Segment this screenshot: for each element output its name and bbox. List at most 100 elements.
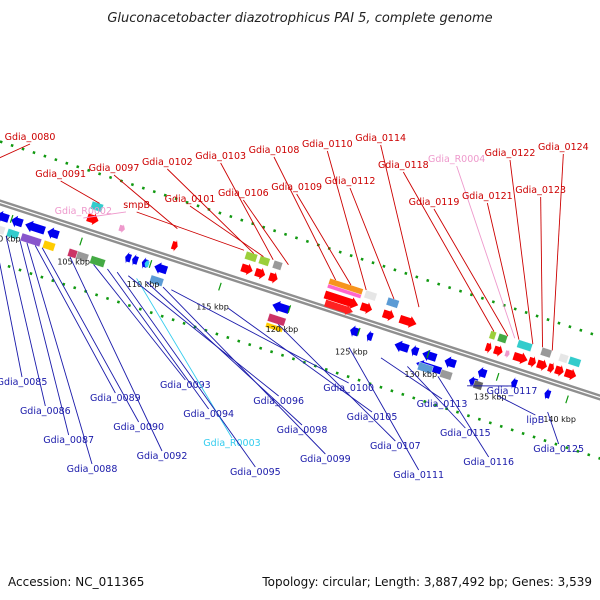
reverse-gene — [0, 211, 10, 223]
cog-box — [439, 368, 454, 381]
cog-box — [19, 232, 43, 248]
reverse-gene — [154, 262, 169, 275]
gene-label: Gdia_0087 — [43, 435, 94, 446]
cog-box — [89, 255, 107, 268]
scale-tick-label: 105 kbp — [57, 257, 90, 266]
genome-summary-text: Topology: circular; Length: 3,887,492 bp… — [261, 575, 592, 589]
scale-tick-mark — [495, 372, 500, 381]
callout-leader — [127, 275, 279, 397]
reverse-gene — [350, 325, 360, 337]
gene-label: Gdia_0110 — [302, 139, 353, 150]
reverse-gene — [511, 377, 518, 389]
dotted-ring — [0, 262, 600, 460]
gene-label: Gdia_0085 — [0, 377, 47, 388]
cog-box — [264, 322, 284, 333]
forward-gene — [493, 345, 503, 357]
cog-box — [539, 347, 553, 359]
callout-leader — [5, 235, 46, 407]
rna-gene — [118, 224, 125, 233]
scale-tick-label: 135 kbp — [474, 393, 507, 402]
callout-leader — [242, 199, 289, 265]
cog-box — [41, 239, 57, 252]
gene-label: Gdia_0091 — [35, 169, 86, 180]
gene-label: Gdia_R0004 — [428, 154, 485, 165]
callout-leader — [136, 211, 245, 251]
reverse-gene — [11, 215, 24, 228]
gene-label: Gdia_0101 — [165, 194, 216, 205]
forward-gene — [512, 351, 528, 364]
gene-label: Gdia_0123 — [515, 185, 566, 196]
forward-gene — [254, 267, 266, 280]
reverse-gene — [477, 366, 488, 379]
callout-leader — [348, 347, 420, 471]
forward-gene — [398, 314, 417, 328]
cog-box — [416, 361, 434, 375]
callout-leader — [509, 159, 534, 345]
gene-label: Gdia_0093 — [160, 380, 211, 391]
callout-leader — [433, 208, 509, 337]
cog-box — [385, 296, 400, 309]
reverse-gene — [422, 349, 438, 362]
cog-box — [148, 274, 165, 287]
scale-tick-label: 110 kbp — [127, 280, 160, 289]
forward-gene — [240, 263, 253, 276]
reverse-gene — [411, 345, 420, 357]
callout-leader — [162, 286, 326, 455]
gene-label: Gdia_0106 — [218, 188, 269, 199]
gene-label: Gdia_0125 — [533, 444, 584, 455]
callout-leader — [437, 376, 490, 458]
gene-label: Gdia_R0003 — [203, 438, 260, 449]
gene-label: Gdia_0124 — [538, 142, 589, 153]
gene-label: Gdia_0100 — [323, 383, 374, 394]
gene-label: Gdia_0119 — [409, 197, 460, 208]
forward-gene — [323, 290, 359, 309]
scale-tick-mark — [218, 282, 222, 291]
gene-label: Gdia_0097 — [89, 163, 140, 174]
forward-gene — [324, 299, 353, 315]
callout-leader — [497, 395, 536, 416]
callout-leader — [296, 193, 352, 286]
scale-tick-label: 140 kbp — [543, 415, 576, 424]
cog-box — [363, 289, 378, 302]
cog-box — [244, 250, 259, 263]
scale-tick-label: 120 kbp — [266, 325, 299, 334]
rna-gene — [504, 349, 510, 359]
reverse-gene — [544, 388, 552, 400]
callout-leader — [113, 174, 178, 229]
callout-leader — [349, 187, 395, 300]
gene-label: Gdia_0102 — [142, 157, 193, 168]
gene-label: Gdia_0112 — [325, 176, 376, 187]
accession-text: Accession: NC_011365 — [8, 575, 144, 589]
scale-tick-mark — [356, 327, 361, 336]
gene-label: Gdia_0092 — [137, 451, 188, 462]
callout-leader — [116, 271, 256, 468]
callout-leader — [167, 168, 255, 254]
gene-label: lipB — [526, 415, 544, 426]
gene-label: Gdia_0095 — [230, 467, 281, 478]
callout-leader — [402, 171, 495, 332]
cog-box — [89, 200, 105, 213]
forward-gene — [527, 356, 536, 368]
cog-box — [5, 228, 20, 240]
reverse-gene — [47, 227, 60, 240]
gene-label: Gdia_0114 — [355, 133, 406, 144]
cog-box — [326, 283, 362, 299]
backbone-line — [0, 203, 600, 401]
callout-leader — [227, 307, 373, 413]
callout-leader — [547, 411, 560, 445]
callout-leader — [107, 268, 210, 410]
callout-leader — [486, 202, 520, 340]
gene-label: Gdia_0090 — [113, 422, 164, 433]
reverse-gene — [394, 340, 410, 353]
rna-gene — [144, 259, 150, 269]
gene-label: Gdia_0111 — [393, 470, 444, 481]
cog-box — [488, 330, 497, 341]
callout-leader — [407, 366, 466, 429]
forward-gene — [268, 272, 278, 284]
cog-box — [472, 379, 484, 391]
gene-label: Gdia_0107 — [370, 441, 421, 452]
gene-label: Gdia_0099 — [300, 454, 351, 465]
callout-leader — [34, 245, 116, 394]
cog-box — [567, 356, 582, 368]
